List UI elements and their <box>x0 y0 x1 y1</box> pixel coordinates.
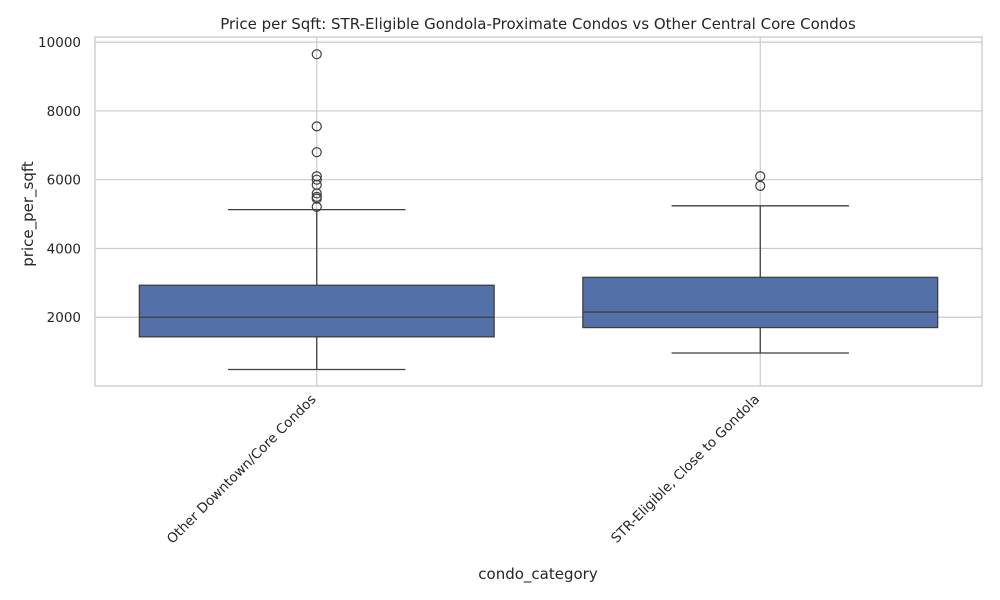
y-tick-label: 10000 <box>38 35 81 51</box>
plot-frame <box>94 36 983 387</box>
x-axis-label: condo_category <box>478 565 598 584</box>
outlier-point <box>755 171 766 182</box>
y-tick-label: 6000 <box>47 173 81 189</box>
outlier-point <box>311 121 322 132</box>
outlier-point <box>311 191 322 202</box>
outlier-point <box>755 180 766 191</box>
box-group <box>138 49 495 371</box>
box-iqr <box>582 276 939 329</box>
box-group <box>582 171 939 354</box>
box-iqr <box>138 284 495 338</box>
y-tick-label: 2000 <box>47 310 81 326</box>
y-axis-label: price_per_sqft <box>19 161 38 267</box>
chart-title: Price per Sqft: STR-Eligible Gondola-Pro… <box>220 15 856 33</box>
outlier-point <box>311 147 322 158</box>
y-tick-label: 8000 <box>47 104 81 120</box>
y-tick-label: 4000 <box>47 241 81 257</box>
x-tick-label: Other Downtown/Core Condos <box>164 392 320 548</box>
outlier-point <box>311 171 322 182</box>
outlier-point <box>311 49 322 60</box>
outlier-point <box>311 201 322 212</box>
box-layer <box>138 49 939 371</box>
x-tick-label: STR-Eligible, Close to Gondola <box>608 392 763 547</box>
outlier-point <box>311 174 322 185</box>
